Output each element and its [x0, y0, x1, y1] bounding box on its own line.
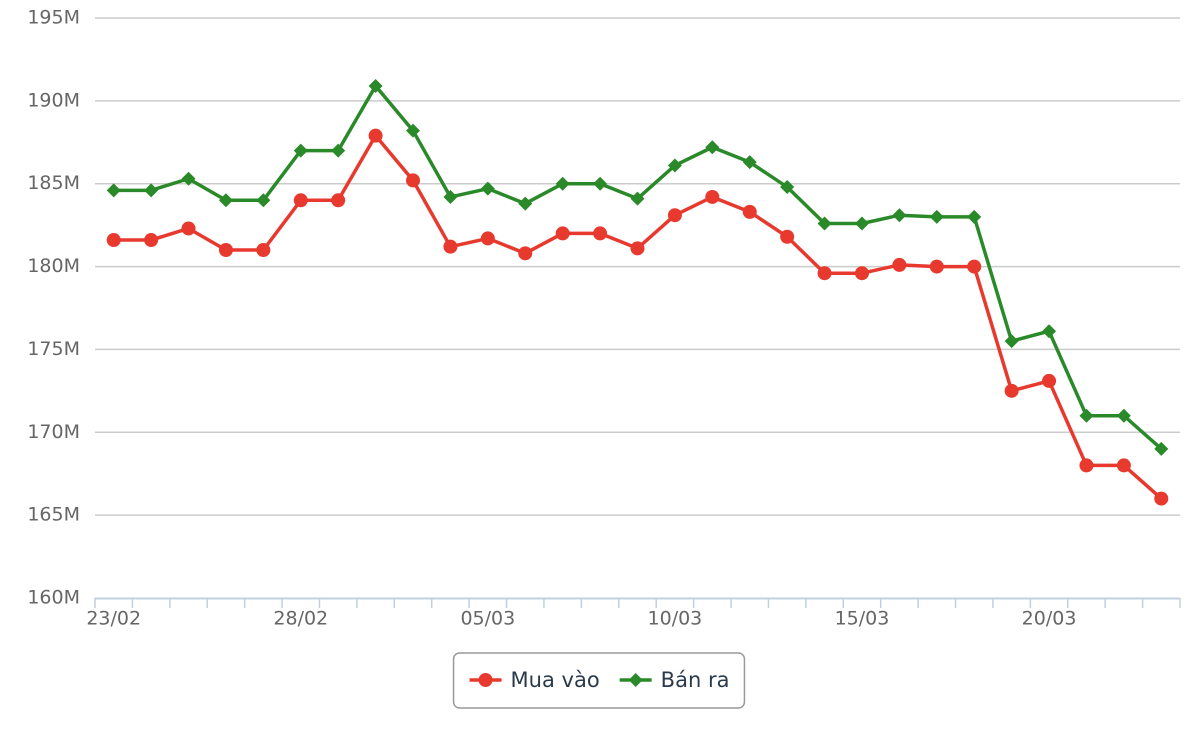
marker	[1042, 324, 1057, 339]
marker	[628, 673, 643, 687]
marker	[854, 216, 869, 231]
marker	[406, 173, 421, 188]
y-tick-label: 180M	[27, 255, 80, 277]
marker	[1154, 491, 1169, 506]
marker	[218, 193, 233, 208]
marker	[1116, 458, 1131, 473]
marker	[368, 128, 383, 143]
y-tick-label: 165M	[27, 504, 80, 526]
marker	[1079, 408, 1094, 423]
marker	[667, 208, 682, 223]
legend: Mua vào Bán ra	[452, 652, 746, 709]
marker	[256, 243, 271, 257]
marker	[705, 140, 720, 155]
marker	[181, 221, 196, 236]
marker	[892, 257, 907, 272]
marker	[742, 204, 757, 219]
marker	[368, 78, 383, 93]
marker	[1154, 441, 1169, 456]
marker	[480, 181, 495, 196]
marker	[1004, 334, 1019, 349]
marker	[480, 231, 495, 246]
marker	[106, 233, 121, 248]
marker	[817, 216, 832, 231]
marker	[929, 209, 944, 224]
y-tick-label: 170M	[27, 421, 80, 443]
marker	[1004, 383, 1019, 398]
marker	[967, 209, 982, 224]
marker	[929, 259, 944, 274]
marker	[256, 193, 271, 208]
marker	[1116, 408, 1131, 423]
x-tick-label: 23/02	[86, 608, 141, 630]
marker	[780, 180, 795, 195]
marker	[742, 155, 757, 170]
marker	[106, 183, 121, 198]
marker	[630, 191, 645, 206]
marker	[144, 233, 159, 248]
marker	[331, 143, 346, 158]
marker	[892, 208, 907, 223]
x-tick-label: 28/02	[273, 608, 328, 630]
y-tick-label: 195M	[27, 7, 80, 29]
y-tick-label: 185M	[27, 172, 80, 194]
marker	[518, 246, 533, 261]
marker	[331, 193, 346, 208]
marker	[478, 673, 493, 687]
marker	[854, 266, 869, 281]
marker	[518, 196, 533, 211]
marker	[218, 243, 233, 257]
marker	[1042, 373, 1057, 388]
marker	[181, 171, 196, 186]
legend-box	[452, 652, 746, 709]
marker	[555, 176, 570, 191]
marker	[817, 266, 832, 281]
legend-label: Bán ra	[661, 668, 730, 692]
marker	[144, 183, 159, 198]
marker	[293, 143, 308, 158]
legend-label: Mua vào	[511, 668, 600, 692]
marker	[630, 241, 645, 256]
marker	[293, 193, 308, 208]
y-tick-label: 190M	[27, 89, 80, 111]
x-tick-label: 20/03	[1022, 608, 1077, 630]
marker	[406, 123, 421, 138]
x-tick-label: 10/03	[648, 608, 703, 630]
marker	[443, 189, 458, 204]
series-line	[113, 84, 1163, 451]
y-tick-label: 160M	[27, 587, 80, 609]
marker	[555, 226, 570, 241]
marker	[705, 189, 720, 204]
marker	[593, 176, 608, 191]
marker	[593, 226, 608, 241]
y-tick-label: 175M	[27, 338, 80, 360]
marker	[1079, 458, 1094, 473]
marker	[780, 229, 795, 244]
x-tick-label: 15/03	[835, 608, 890, 630]
marker	[667, 158, 682, 173]
x-tick-label: 05/03	[460, 608, 515, 630]
marker	[443, 239, 458, 254]
marker	[967, 259, 982, 274]
